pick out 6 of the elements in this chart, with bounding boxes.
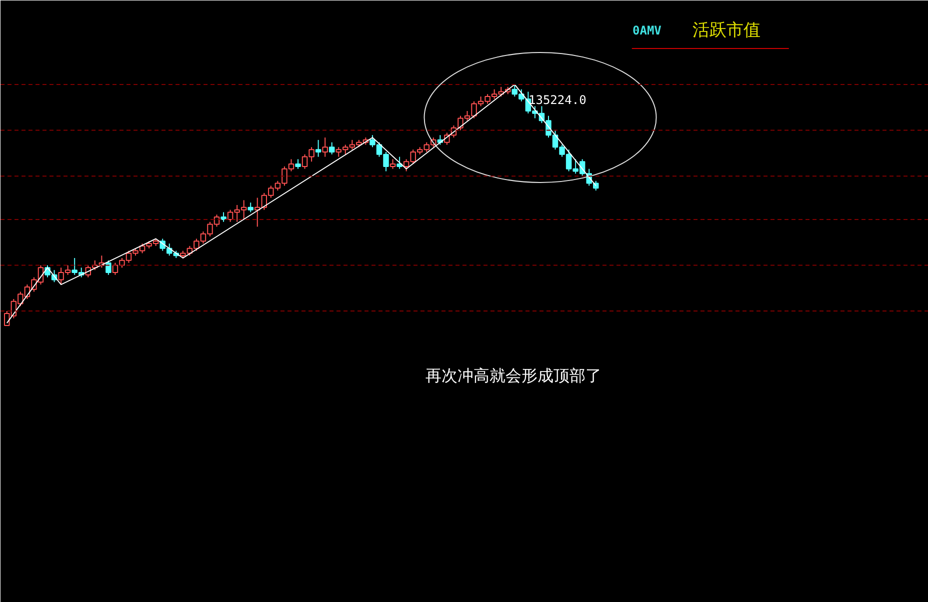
- text: 再次冲高就会形成顶部了: [426, 366, 602, 385]
- candlestick: [322, 137, 328, 158]
- text: 活跃市值: [692, 20, 760, 40]
- candlestick: [315, 139, 322, 158]
- text: 0AMV: [632, 24, 662, 38]
- annotation: 135224.0: [528, 93, 586, 107]
